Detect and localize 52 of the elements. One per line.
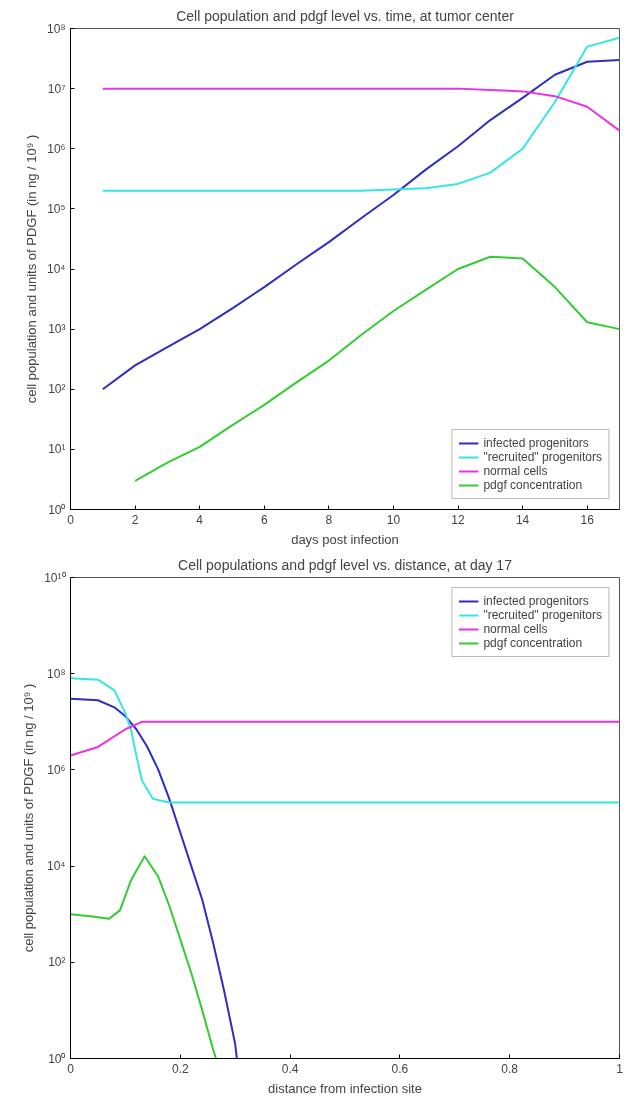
- y-tick-label: 10⁴: [47, 859, 66, 874]
- y-tick-label: 10⁷: [47, 81, 66, 96]
- y-tick-label: 10¹: [48, 442, 66, 457]
- chart-title: Cell populations and pdgf level vs. distance, at day 17: [178, 556, 513, 573]
- x-axis-title: days post infection: [291, 531, 399, 547]
- line-series: [70, 697, 238, 1059]
- x-tick-label: 10: [386, 512, 401, 527]
- y-tick-label: 10⁵: [47, 201, 66, 216]
- x-tick-label: 0.8: [501, 1061, 519, 1076]
- x-tick-label: 16: [580, 512, 595, 527]
- y-tick-label: 10²: [48, 955, 66, 970]
- line-series: [101, 36, 620, 192]
- x-tick-label: 2: [131, 512, 139, 527]
- y-axis-title: cell population and units of PDGF (in ng / 10⁹ ): [21, 683, 37, 953]
- legend-label: infected progenitors: [483, 594, 589, 608]
- x-tick-label: 0.2: [171, 1061, 189, 1076]
- y-tick-label: 10²: [48, 382, 66, 397]
- line-series: [101, 58, 620, 391]
- x-tick-label: 4: [196, 512, 204, 527]
- legend-label: "recruited" progenitors: [483, 450, 602, 464]
- legend-label: infected progenitors: [483, 436, 589, 450]
- x-axis-title: distance from infection site: [268, 1080, 422, 1096]
- y-tick-label: 10¹⁰: [44, 570, 66, 585]
- y-axis-title: cell population and units of PDGF (in ng / 10⁹ ): [24, 134, 39, 404]
- x-tick-label: 0.6: [391, 1061, 409, 1076]
- y-tick-label: 10⁶: [47, 141, 66, 156]
- x-tick-label: 14: [515, 512, 530, 527]
- x-tick-label: 12: [451, 512, 466, 527]
- y-tick-label: 10⁰: [48, 1051, 66, 1066]
- x-tick-label: 1: [616, 1061, 624, 1076]
- chart-title: Cell population and pdgf level vs. time, at tumor center: [176, 7, 515, 24]
- x-tick-label: 8: [325, 512, 333, 527]
- y-tick-label: 10⁰: [48, 502, 66, 517]
- legend-label: pdgf concentration: [483, 636, 583, 650]
- x-tick-label: 0.4: [281, 1061, 299, 1076]
- legend-label: normal cells: [483, 464, 548, 478]
- x-tick-label: 0: [67, 512, 75, 527]
- y-tick-label: 10⁶: [47, 762, 66, 777]
- line-series: [70, 855, 217, 1059]
- x-tick-label: 0: [67, 1061, 75, 1076]
- y-tick-label: 10⁸: [47, 666, 66, 681]
- y-tick-label: 10³: [48, 322, 66, 337]
- legend-label: "recruited" progenitors: [483, 608, 602, 622]
- legend-label: pdgf concentration: [483, 478, 583, 492]
- line-series: [70, 677, 620, 804]
- y-tick-label: 10⁸: [47, 21, 66, 36]
- line-series: [134, 255, 620, 482]
- line-series: [101, 87, 620, 132]
- y-tick-label: 10⁴: [47, 262, 66, 276]
- legend-label: normal cells: [483, 622, 548, 636]
- line-series: [70, 720, 620, 757]
- x-tick-label: 6: [260, 512, 268, 527]
